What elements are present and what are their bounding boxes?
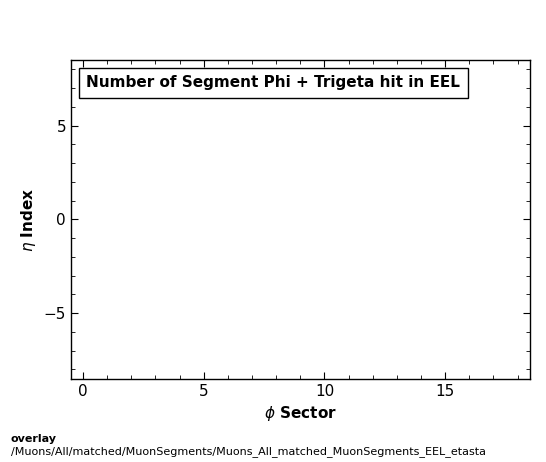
Text: overlay: overlay — [11, 434, 57, 444]
Legend: Number of Segment Phi + Trigeta hit in EEL: Number of Segment Phi + Trigeta hit in E… — [79, 68, 468, 98]
X-axis label: $\phi$ Sector: $\phi$ Sector — [264, 404, 337, 423]
Y-axis label: $\eta$ Index: $\eta$ Index — [19, 187, 38, 252]
Text: /Muons/All/matched/MuonSegments/Muons_All_matched_MuonSegments_EEL_etasta: /Muons/All/matched/MuonSegments/Muons_Al… — [11, 446, 486, 457]
